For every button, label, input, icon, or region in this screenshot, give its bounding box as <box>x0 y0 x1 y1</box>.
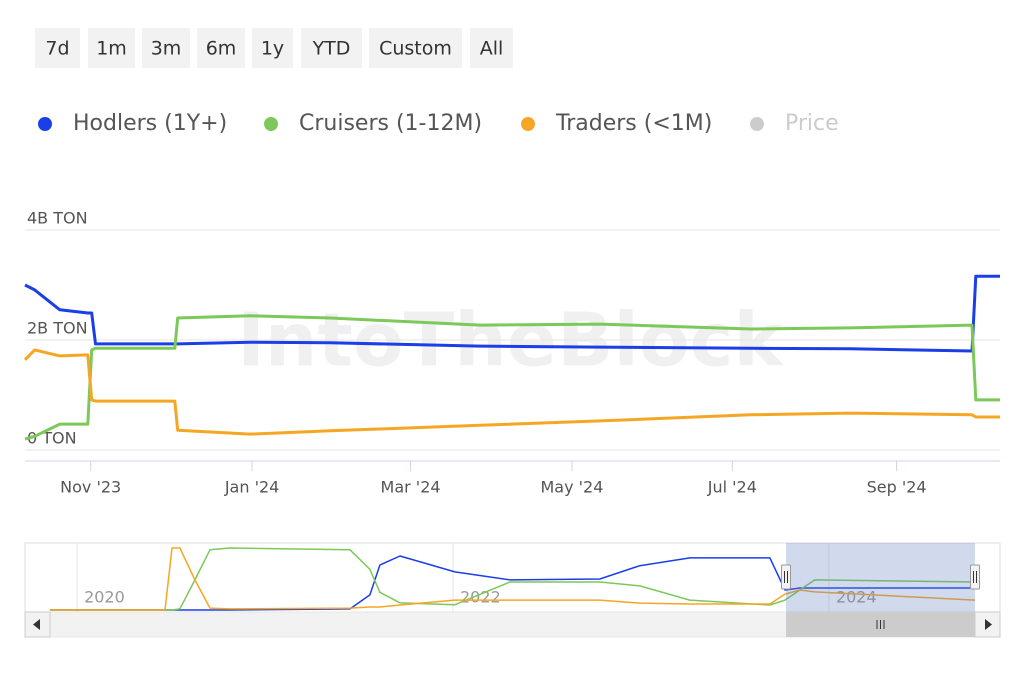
button-label: 7d <box>45 38 69 60</box>
range-button[interactable]: YTD <box>301 28 362 68</box>
legend-item[interactable]: Cruisers (1-12M) <box>264 111 482 136</box>
button-bg <box>470 28 513 68</box>
range-button[interactable]: 1y <box>252 28 293 68</box>
button-bg <box>252 28 293 68</box>
x-tick-label: Sep '24 <box>867 478 927 497</box>
thumb-grip <box>876 620 885 629</box>
navigator-handle[interactable] <box>781 564 791 590</box>
legend-label: Traders (<1M) <box>555 111 712 136</box>
button-bg <box>88 28 135 68</box>
series-line <box>50 547 976 611</box>
button-bg <box>301 28 362 68</box>
range-button[interactable]: 3m <box>142 28 190 68</box>
handle-grip <box>973 571 977 583</box>
range-button[interactable]: 7d <box>35 28 80 68</box>
button-bg <box>369 28 462 68</box>
series-line <box>23 348 1000 436</box>
range-button[interactable]: All <box>470 28 513 68</box>
series-line <box>24 314 1000 441</box>
navigator-tick-label: 2022 <box>460 588 501 607</box>
button-label: 1y <box>261 38 284 60</box>
navigator-selection[interactable] <box>786 543 975 612</box>
y-tick-label: 4B TON <box>27 209 88 228</box>
series-line <box>24 274 1000 353</box>
button-bg <box>35 28 80 68</box>
navigator-tick-label: 2020 <box>84 588 125 607</box>
x-tick-label: Mar '24 <box>381 478 441 497</box>
legend-item[interactable]: Hodlers (1Y+) <box>38 111 227 136</box>
button-label: 1m <box>96 38 127 60</box>
watermark: IntoTheBlock <box>237 298 784 384</box>
legend-label: Cruisers (1-12M) <box>299 111 482 136</box>
range-button[interactable]: 6m <box>197 28 245 68</box>
legend-label: Hodlers (1Y+) <box>73 111 227 136</box>
x-tick-label: Jan '24 <box>224 478 280 497</box>
button-label: Custom <box>379 38 452 60</box>
range-button[interactable]: Custom <box>369 28 462 68</box>
navigator-handle[interactable] <box>970 564 980 590</box>
x-tick-label: Jul '24 <box>707 478 757 497</box>
button-label: 3m <box>151 38 182 60</box>
legend-marker <box>38 117 52 131</box>
button-label: 6m <box>206 38 237 60</box>
button-bg <box>142 28 190 68</box>
arrow-left <box>33 619 40 630</box>
legend-item[interactable]: Price <box>750 111 839 136</box>
navigator-tick-label: 2024 <box>836 588 877 607</box>
x-tick-label: Nov '23 <box>60 478 121 497</box>
legend-label: Price <box>785 111 839 136</box>
handle-grip <box>784 571 788 583</box>
legend-marker <box>750 117 764 131</box>
series-line <box>50 547 976 611</box>
legend-marker <box>521 117 535 131</box>
button-label: All <box>480 38 504 60</box>
series-line <box>50 555 975 611</box>
button-label: YTD <box>312 38 351 60</box>
x-tick-label: May '24 <box>540 478 603 497</box>
arrow-right <box>985 619 992 630</box>
button-bg <box>197 28 245 68</box>
legend-item[interactable]: Traders (<1M) <box>521 111 712 136</box>
y-tick-label: 2B TON <box>27 319 88 338</box>
range-button[interactable]: 1m <box>88 28 135 68</box>
legend-marker <box>264 117 278 131</box>
y-tick-label: 0 TON <box>27 429 77 448</box>
